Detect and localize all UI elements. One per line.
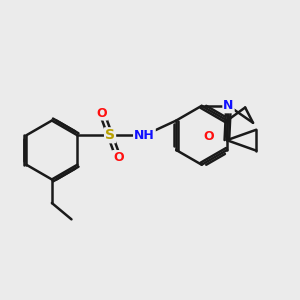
Text: N: N — [223, 99, 234, 112]
Text: NH: NH — [134, 129, 155, 142]
Text: O: O — [113, 151, 124, 164]
Text: O: O — [97, 106, 107, 119]
Text: S: S — [105, 128, 115, 142]
Text: O: O — [204, 130, 214, 143]
